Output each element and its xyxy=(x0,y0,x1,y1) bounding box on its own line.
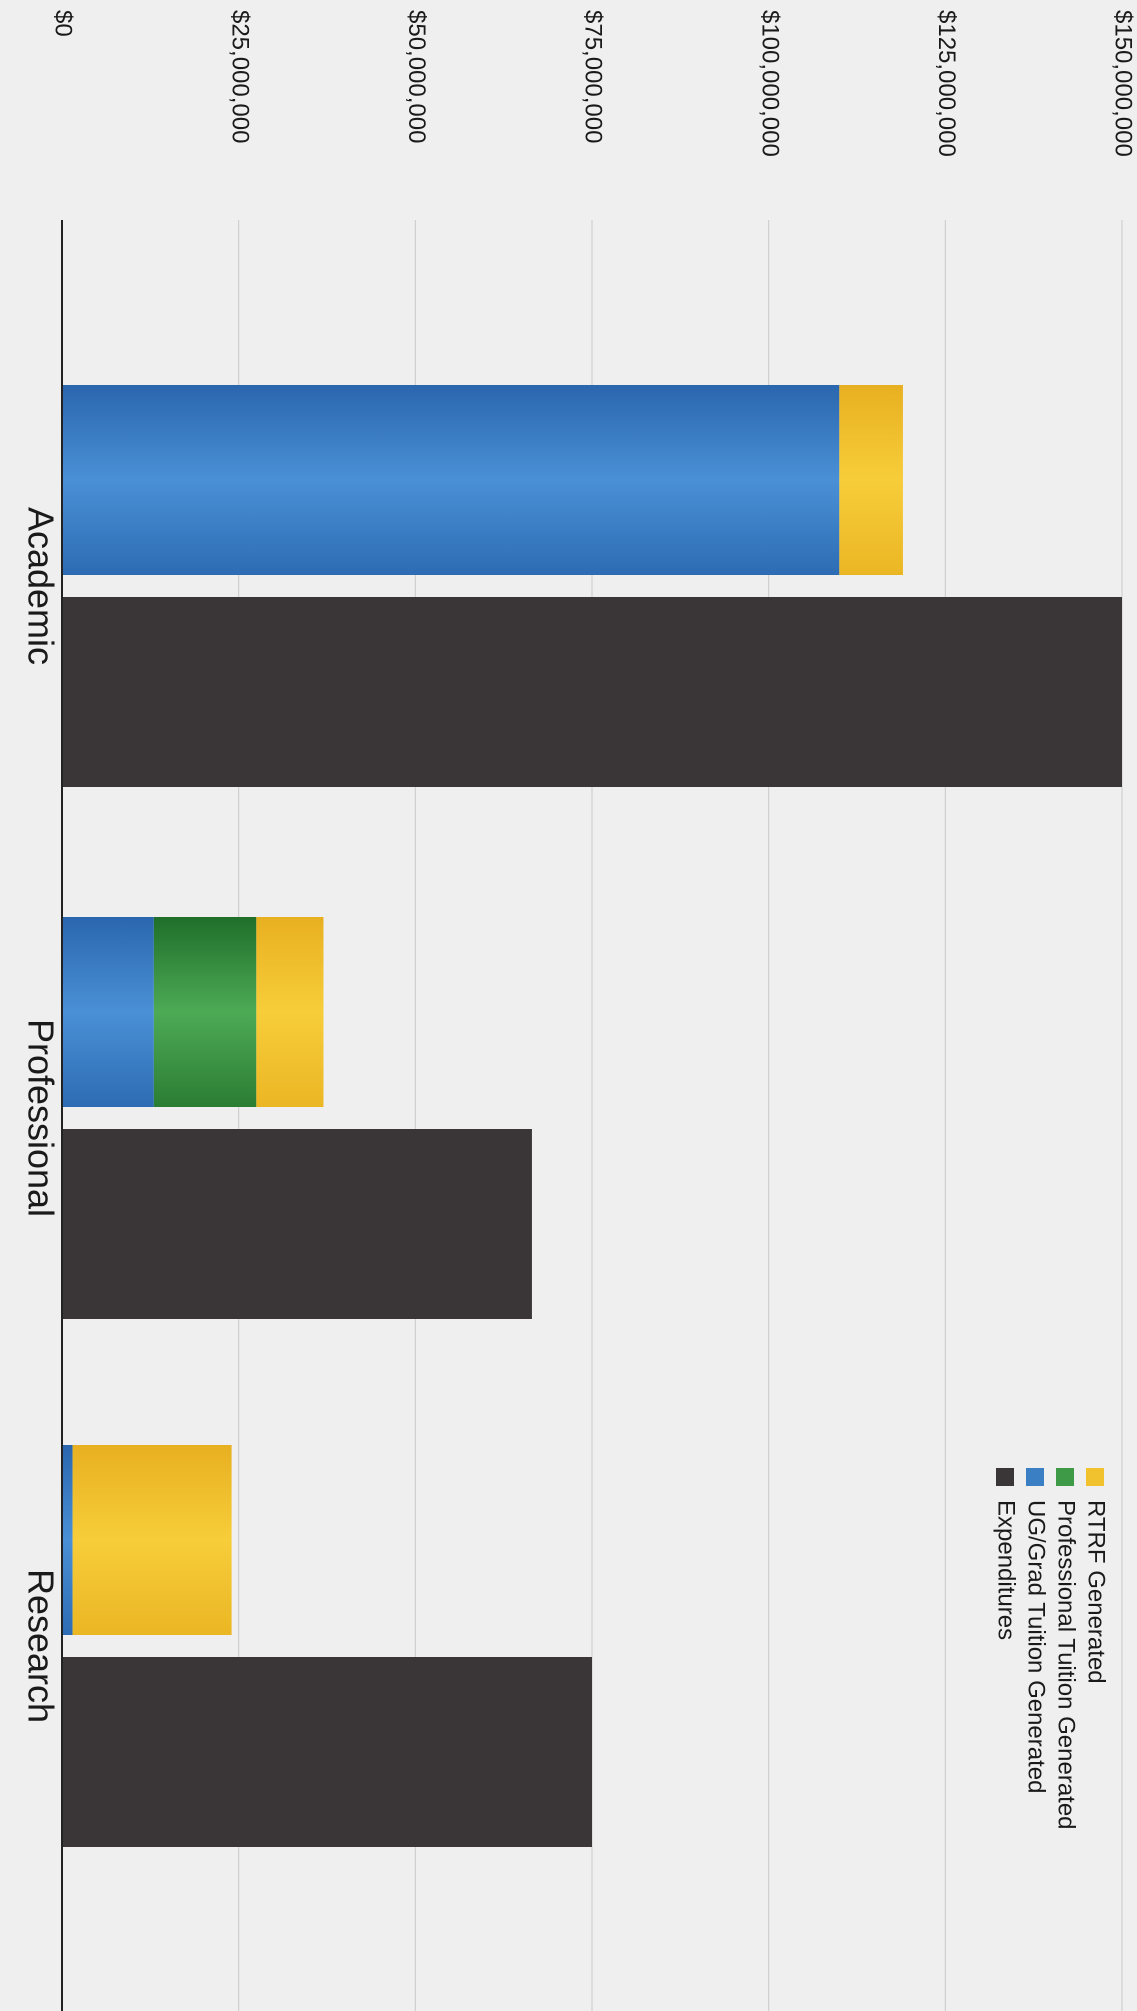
bar-expenditures-research xyxy=(62,1657,592,1847)
category-label-academic: Academic xyxy=(20,507,61,665)
bar-ug-grad-tuition-generated-research xyxy=(62,1445,73,1635)
bars xyxy=(62,385,1122,1847)
value-axis-ticks: $0 $25,000,000 $50,000,000 $75,000,000 $100,… xyxy=(50,10,1137,157)
value-tick-label: $150,000,000 xyxy=(1110,10,1137,157)
bar-ug-grad-tuition-generated-academic xyxy=(62,385,840,575)
bar-rtrf-generated-research xyxy=(72,1445,232,1635)
value-tick-label: $0 xyxy=(50,10,77,37)
legend-label: Expenditures xyxy=(993,1500,1020,1640)
value-tick-label: $50,000,000 xyxy=(403,10,430,143)
category-label-professional: Professional xyxy=(20,1019,61,1217)
legend-label: Professional Tuition Generated xyxy=(1053,1500,1080,1830)
bar-rtrf-generated-academic xyxy=(839,385,903,575)
legend-label: UG/Grad Tuition Generated xyxy=(1023,1500,1050,1793)
value-tick-label: $75,000,000 xyxy=(580,10,607,143)
bar-expenditures-academic xyxy=(62,597,1122,787)
legend-label: RTRF Generated xyxy=(1083,1500,1110,1684)
bar-professional-tuition-generated-professional xyxy=(153,917,257,1107)
legend-swatch xyxy=(1026,1468,1044,1486)
legend-swatch xyxy=(1056,1468,1074,1486)
bar-ug-grad-tuition-generated-professional xyxy=(62,917,154,1107)
category-label-research: Research xyxy=(20,1569,61,1723)
bar-rtrf-generated-professional xyxy=(256,917,324,1107)
value-tick-label: $25,000,000 xyxy=(226,10,253,143)
value-tick-label: $125,000,000 xyxy=(933,10,960,157)
bar-expenditures-professional xyxy=(62,1129,532,1319)
legend-swatch xyxy=(996,1468,1014,1486)
category-labels: Academic Professional Research xyxy=(20,507,61,1723)
legend-swatch xyxy=(1086,1468,1104,1486)
value-tick-label: $100,000,000 xyxy=(756,10,783,157)
